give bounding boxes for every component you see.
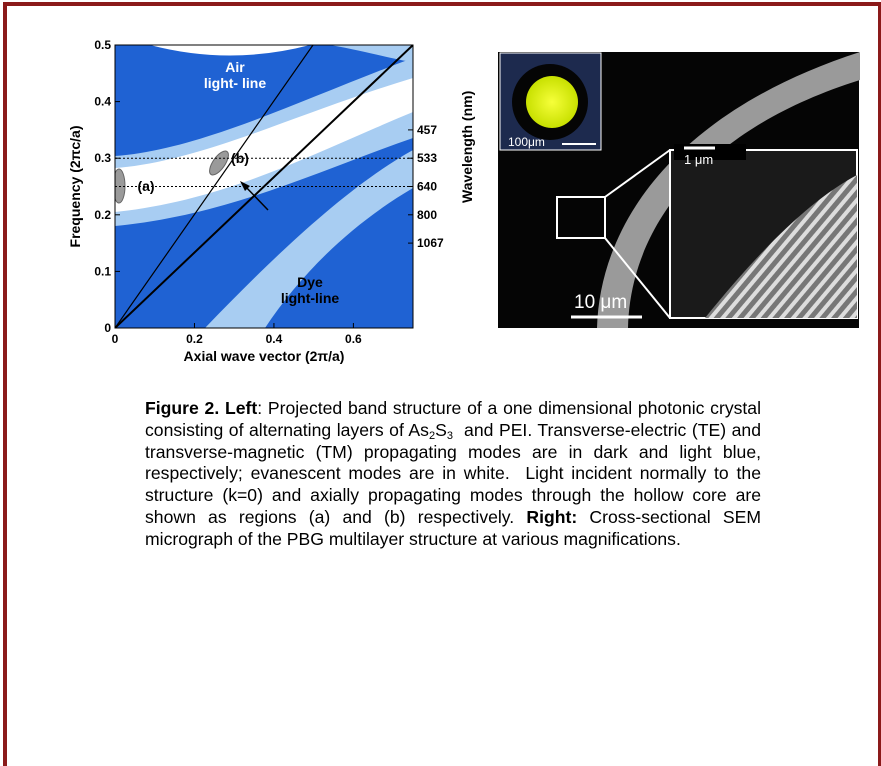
y2-tick-label: 533 — [417, 151, 437, 165]
annotation: Air — [225, 59, 245, 75]
x-tick-label: 0 — [112, 332, 119, 346]
page: {"figure":{"left":{"type":"band-diagram"… — [0, 0, 881, 754]
y2-tick-label: 1067 — [417, 236, 444, 250]
caption-text: Right: — [526, 507, 577, 527]
caption: Figure 2. Left: Projected band structure… — [145, 398, 761, 551]
y-tick-label: 0.5 — [94, 38, 111, 52]
annotation: Dye — [297, 274, 323, 290]
y-axis-label: Frequency (2πc/a) — [67, 126, 83, 248]
x-tick-label: 0.2 — [186, 332, 203, 346]
scale-label: 100μm — [508, 135, 545, 149]
caption-text: S — [435, 420, 447, 440]
fiber-core — [526, 76, 578, 128]
x-tick-label: 0.6 — [345, 332, 362, 346]
y-tick-label: 0.2 — [94, 208, 111, 222]
annotation: (a) — [137, 178, 154, 194]
y-tick-label: 0.4 — [94, 95, 111, 109]
scale-label: 10 μm — [574, 292, 627, 313]
y2-axis-label: Wavelength (nm) — [459, 91, 475, 203]
sem-image: 100μm 1 μm 10 μm — [498, 52, 860, 328]
annotation: light- line — [204, 75, 266, 91]
caption-text: Figure 2. Left — [145, 398, 257, 418]
x-tick-label: 0.4 — [266, 332, 283, 346]
figure: 0 0.2 0.4 0.6 0 0.1 0.2 0.3 0.4 0.5 457 533 640 800 10… — [0, 0, 881, 380]
scale-label: 1 μm — [684, 152, 713, 167]
y-tick-label: 0 — [104, 321, 111, 335]
annotation: light-line — [281, 290, 340, 306]
y2-tick-label: 800 — [417, 208, 437, 222]
annotation: (b) — [231, 150, 249, 166]
y-tick-label: 0.3 — [94, 151, 111, 165]
y2-tick-label: 640 — [417, 180, 437, 194]
y2-tick-label: 457 — [417, 123, 437, 137]
x-axis-label: Axial wave vector (2π/a) — [184, 348, 345, 364]
y-tick-label: 0.1 — [94, 264, 111, 278]
